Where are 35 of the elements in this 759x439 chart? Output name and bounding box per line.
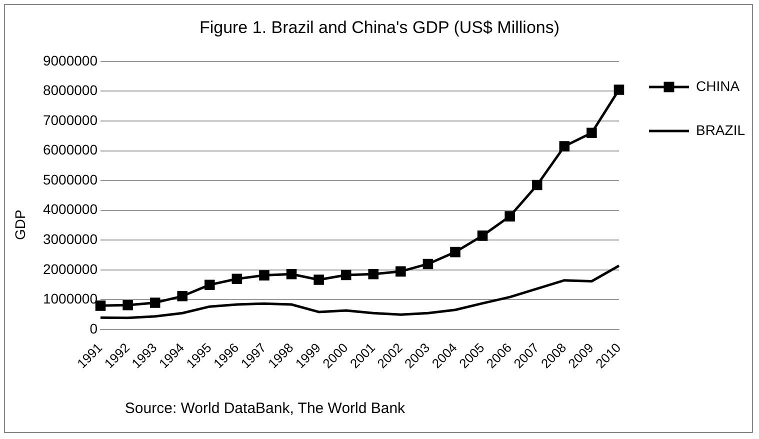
y-tick-label: 8000000: [42, 82, 98, 98]
point: [504, 211, 515, 222]
point: [150, 298, 160, 308]
point: [586, 128, 597, 138]
chart-title: Figure 1. Brazil and China's GDP (US$ Millions): [198, 18, 561, 38]
point: [232, 274, 242, 284]
point: [259, 270, 270, 280]
point: [340, 270, 352, 280]
y-tick-label: 4000000: [42, 201, 98, 218]
point: [450, 246, 460, 258]
y-tick-label: 2000000: [42, 260, 98, 277]
source-note: Source: World DataBank, The World Bank: [124, 400, 406, 417]
y-tick-label: 1000000: [42, 290, 98, 307]
point: [614, 84, 624, 95]
point: [532, 180, 542, 190]
point: [177, 291, 188, 302]
point: [204, 280, 215, 290]
point: [422, 258, 434, 270]
y-tick-label: 5000000: [42, 171, 98, 188]
y-tick-label: 0: [90, 320, 98, 336]
y-tick-label: 7000000: [42, 112, 98, 128]
point: [286, 268, 297, 280]
point: [368, 268, 379, 280]
legend-label: BRAZIL: [696, 122, 746, 138]
y-tick-label: 9000000: [42, 52, 98, 68]
point: [95, 300, 106, 311]
y-axis-title: GDP: [12, 210, 28, 240]
point: [396, 266, 406, 277]
point: [477, 230, 488, 241]
legend-label: CHINA: [696, 78, 740, 94]
y-tick-label: 6000000: [42, 142, 98, 158]
point: [314, 274, 324, 285]
point: [559, 141, 570, 152]
point: [122, 300, 133, 310]
y-tick-label: 3000000: [42, 231, 98, 248]
